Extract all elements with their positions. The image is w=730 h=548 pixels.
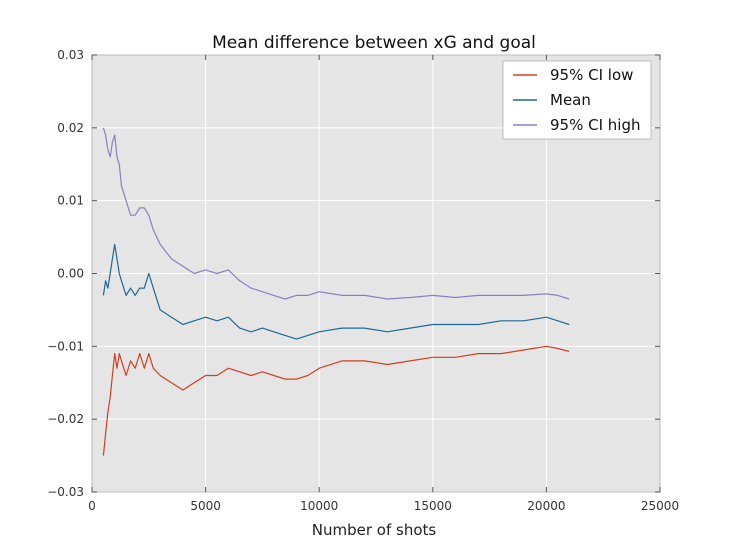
x-tick-label: 0 bbox=[88, 499, 96, 513]
x-tick-label: 10000 bbox=[300, 499, 338, 513]
x-tick-label: 25000 bbox=[641, 499, 679, 513]
series-layer bbox=[102, 127, 570, 456]
series-line-mean bbox=[102, 243, 570, 340]
y-tick-label: −0.03 bbox=[47, 485, 84, 499]
series-line-95-ci-low bbox=[102, 345, 570, 456]
chart-title: Mean difference between xG and goal bbox=[212, 33, 536, 53]
y-tick-label: 0.02 bbox=[57, 121, 84, 135]
x-axis-label: Number of shots bbox=[312, 521, 437, 539]
y-tick-label: 0.03 bbox=[57, 48, 84, 62]
y-tick-label: 0.00 bbox=[57, 267, 84, 281]
legend-label: Mean bbox=[550, 91, 591, 109]
y-tick-label: −0.01 bbox=[47, 339, 84, 353]
legend-label: 95% CI low bbox=[550, 66, 633, 84]
x-tick-label: 15000 bbox=[414, 499, 452, 513]
x-tick-label: 5000 bbox=[190, 499, 221, 513]
grid bbox=[91, 54, 661, 493]
y-tick-label: −0.02 bbox=[47, 412, 84, 426]
legend-label: 95% CI high bbox=[550, 116, 640, 134]
legend: 95% CI low Mean 95% CI high bbox=[502, 60, 652, 140]
series-line-95-ci-high bbox=[102, 127, 570, 300]
y-tick-label: 0.01 bbox=[57, 194, 84, 208]
ticks: 0 5000 10000 15000 20000 25000 −0.03 −0.02 −0.01… bbox=[47, 48, 679, 513]
x-tick-label: 20000 bbox=[527, 499, 565, 513]
